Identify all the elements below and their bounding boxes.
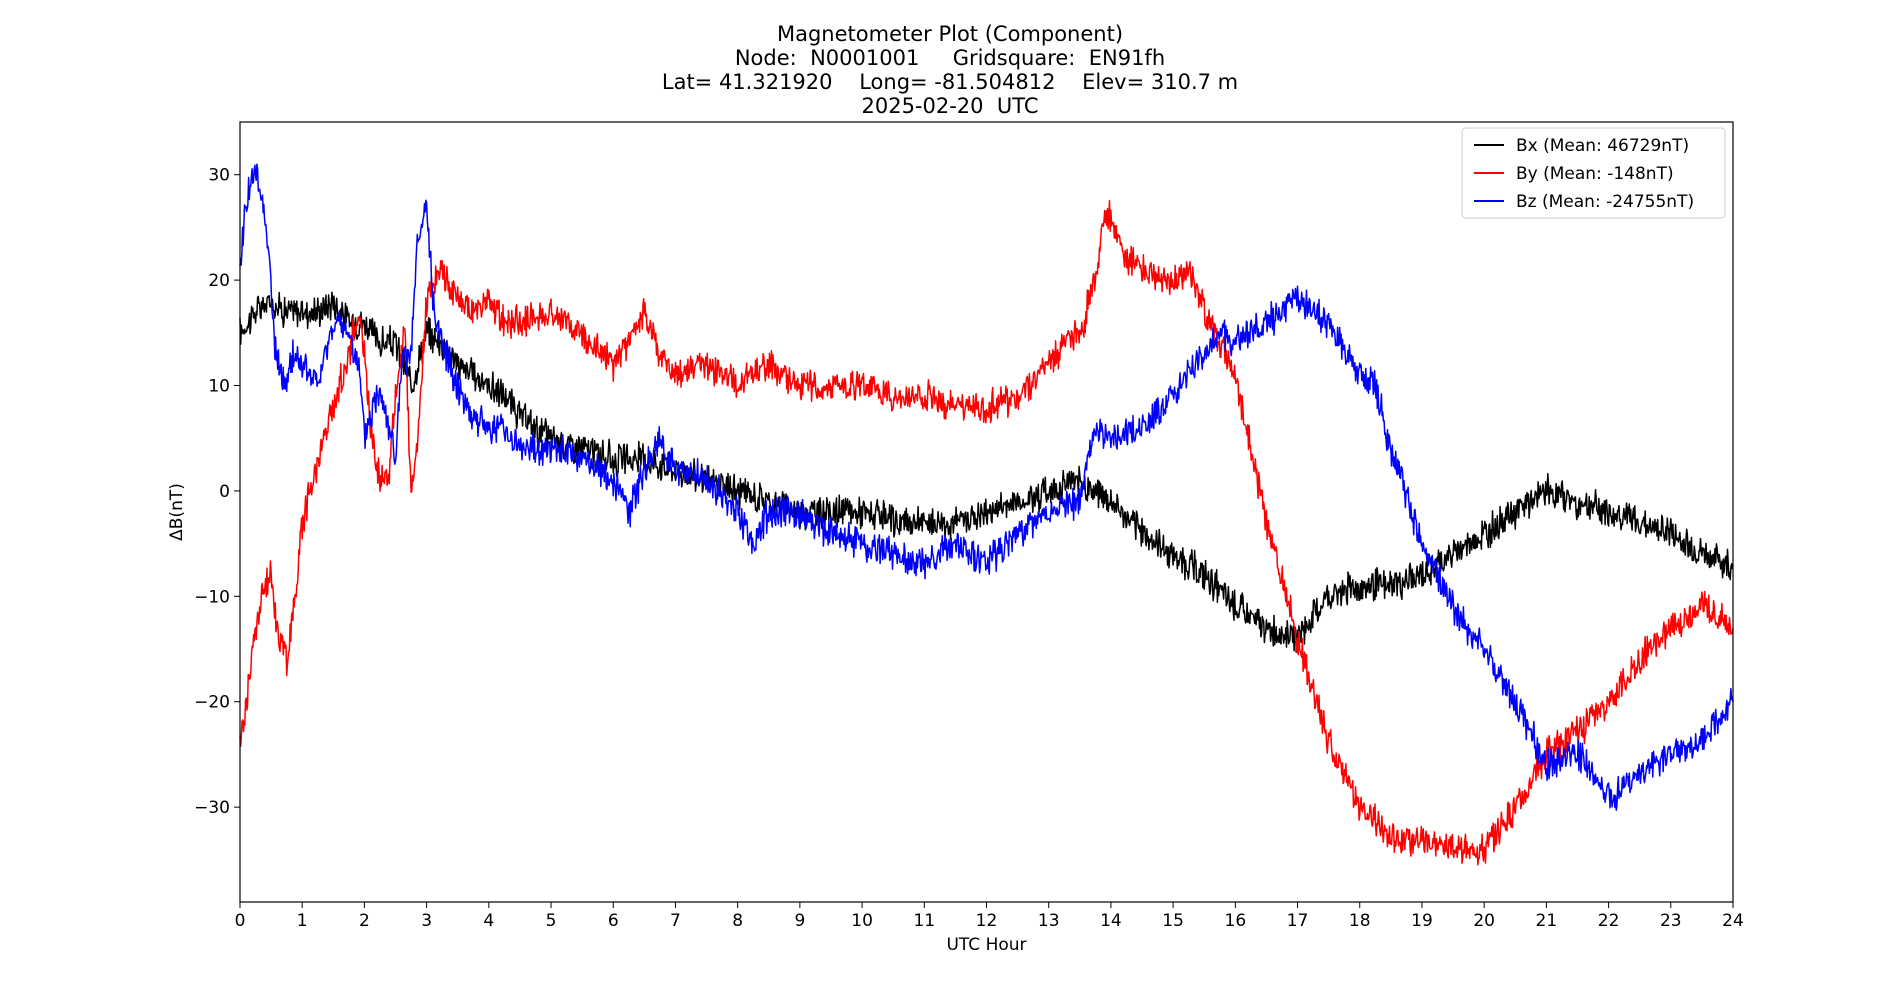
x-tick-label: 1 bbox=[297, 911, 308, 931]
chart-title: Magnetometer Plot (Component) bbox=[776, 22, 1124, 46]
x-tick-label: 7 bbox=[670, 911, 681, 931]
legend-label: Bz (Mean: -24755nT) bbox=[1516, 192, 1694, 212]
x-tick-label: 5 bbox=[546, 911, 557, 931]
y-axis-label: ΔB(nT) bbox=[167, 483, 187, 541]
x-tick-label: 21 bbox=[1536, 911, 1558, 931]
x-tick-label: 10 bbox=[851, 911, 873, 931]
legend-label: By (Mean: -148nT) bbox=[1516, 164, 1674, 184]
x-tick-label: 9 bbox=[794, 911, 805, 931]
y-tick-label: 30 bbox=[208, 166, 230, 186]
series-layer bbox=[239, 163, 1734, 866]
x-tick-label: 17 bbox=[1287, 911, 1309, 931]
x-tick-label: 12 bbox=[976, 911, 998, 931]
x-tick-label: 18 bbox=[1349, 911, 1371, 931]
chart-subtitle-node: Node: N0001001 Gridsquare: EN91fh bbox=[734, 46, 1166, 70]
series-line-3 bbox=[239, 163, 1734, 811]
chart-subtitle-location: Lat= 41.321920 Long= -81.504812 Elev= 31… bbox=[661, 70, 1239, 94]
x-tick-label: 20 bbox=[1473, 911, 1495, 931]
y-axis: −30 −20 −10 0 10 20 30 bbox=[194, 166, 240, 818]
x-tick-label: 23 bbox=[1660, 911, 1682, 931]
x-tick-label: 15 bbox=[1162, 911, 1184, 931]
y-tick-label: −20 bbox=[194, 693, 230, 713]
chart-subtitle-date: 2025-02-20 UTC bbox=[861, 94, 1039, 118]
x-axis-label: UTC Hour bbox=[946, 935, 1026, 955]
x-tick-label: 2 bbox=[359, 911, 370, 931]
x-tick-label: 19 bbox=[1411, 911, 1433, 931]
series-line-1 bbox=[239, 291, 1734, 654]
legend: Bx (Mean: 46729nT) By (Mean: -148nT) Bz (M… bbox=[1461, 127, 1726, 219]
legend-label: Bx (Mean: 46729nT) bbox=[1516, 136, 1689, 156]
y-tick-label: 0 bbox=[219, 482, 230, 502]
x-tick-label: 3 bbox=[421, 911, 432, 931]
x-tick-label: 6 bbox=[608, 911, 619, 931]
x-tick-label: 22 bbox=[1598, 911, 1620, 931]
y-tick-label: 20 bbox=[208, 271, 230, 291]
x-tick-label: 4 bbox=[483, 911, 494, 931]
series-line-2 bbox=[239, 200, 1734, 866]
legend-box bbox=[1461, 127, 1726, 219]
x-tick-label: 0 bbox=[235, 911, 246, 931]
x-tick-label: 13 bbox=[1038, 911, 1060, 931]
x-tick-label: 8 bbox=[732, 911, 743, 931]
y-tick-label: −10 bbox=[194, 587, 230, 607]
x-tick-label: 11 bbox=[913, 911, 935, 931]
y-tick-label: −30 bbox=[194, 798, 230, 818]
x-axis: 0 1 2 3 4 5 6 7 8 9 10 11 12 13 14 15 16 17 18 19 20 21 22 23 24 bbox=[235, 902, 1744, 931]
x-tick-label: 14 bbox=[1100, 911, 1122, 931]
x-tick-label: 24 bbox=[1722, 911, 1744, 931]
x-tick-label: 16 bbox=[1225, 911, 1247, 931]
y-tick-label: 10 bbox=[208, 377, 230, 397]
